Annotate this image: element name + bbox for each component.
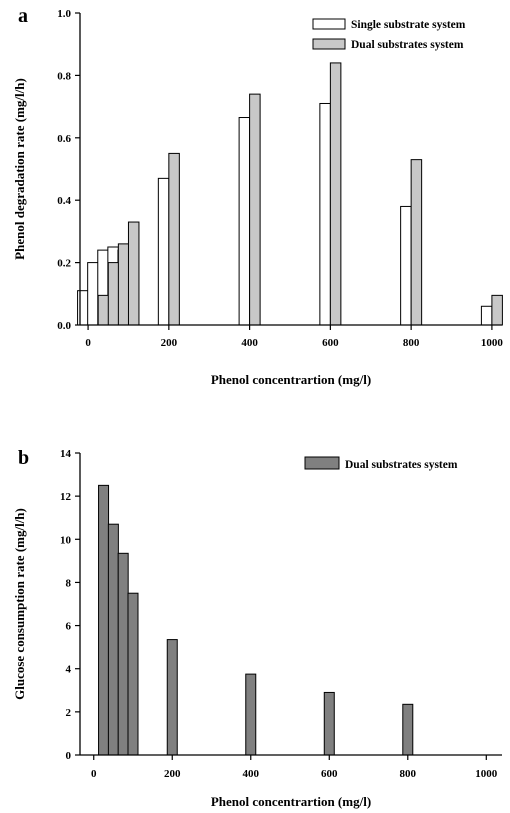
x-tick-label: 1000 [481, 337, 504, 349]
bar-a-s1-800 [410, 159, 423, 326]
x-tick-label: 600 [322, 337, 339, 349]
y-tick-label: 0.6 [57, 133, 71, 145]
x-axis-title: Phenol concentrartion (mg/l) [211, 372, 371, 387]
y-tick-label: 12 [60, 491, 72, 503]
bar-a-s1-50 [107, 262, 120, 326]
bar-a-s1-75 [117, 243, 130, 326]
bar-b-s0-50 [107, 523, 119, 756]
bar-b-s0-25 [98, 484, 110, 756]
y-tick-label: 0.8 [57, 70, 71, 82]
chart-panel-b: b 0 2 4 6 8 10 12 14 0 200 400 600 800 1000 Phenol conc… [12, 447, 502, 809]
bar-a-s0-600 [319, 102, 331, 326]
legend-label-0: Dual substrates system [345, 459, 458, 471]
y-axis-title: Glucose consumption rate (mg/l/h) [12, 508, 27, 700]
y-tick-label: 4 [66, 664, 72, 676]
y-tick-label: 0.0 [57, 320, 71, 332]
legend-swatch-0 [304, 456, 340, 470]
legend-swatch-0 [312, 18, 346, 30]
y-tick-label: 2 [66, 707, 72, 719]
y-axis-title: Phenol degradation rate (mg/l/h) [12, 78, 27, 260]
bar-a-s0-0 [77, 290, 89, 326]
legend-label-1: Dual substrates system [351, 39, 464, 51]
bar-a-s0-400 [238, 117, 251, 326]
y-tick-label: 10 [60, 534, 72, 546]
panel-letter: a [18, 5, 28, 27]
bar-a-s0-200 [157, 177, 170, 326]
x-axis-title: Phenol concentrartion (mg/l) [211, 794, 371, 809]
y-tick-label: 0.2 [57, 258, 71, 270]
bar-a-s1-100 [127, 221, 140, 326]
chart-panel-a: a 0.0 0.2 0.4 0.6 0.8 1.0 0 200 400 600 800 1000 Phen… [12, 5, 503, 387]
panel-letter: b [18, 447, 29, 469]
x-tick-label: 400 [243, 768, 260, 780]
x-tick-label: 200 [161, 337, 178, 349]
y-tick-label: 0.4 [57, 195, 71, 207]
bar-a-s1-200 [168, 152, 180, 326]
bar-a-s0-25 [87, 262, 99, 326]
bar-a-s1-1000 [491, 294, 503, 326]
legend-swatch-1 [312, 38, 346, 50]
y-tick-label: 6 [66, 621, 72, 633]
bar-b-s0-400 [245, 673, 257, 756]
bar-a-s1-25 [97, 294, 110, 326]
bar-a-s1-400 [249, 93, 261, 326]
bar-a-s1-600 [329, 62, 342, 326]
y-tick-label: 0 [66, 750, 72, 762]
x-tick-label: 800 [400, 768, 417, 780]
bar-b-s0-800 [402, 703, 414, 756]
x-tick-label: 600 [321, 768, 338, 780]
y-tick-label: 8 [66, 577, 72, 589]
legend-label-0: Single substrate system [351, 19, 466, 31]
y-tick-label: 14 [60, 448, 72, 460]
x-tick-label: 200 [164, 768, 181, 780]
x-tick-label: 0 [91, 768, 97, 780]
bar-a-s0-800 [400, 205, 412, 326]
bar-b-s0-75 [117, 552, 129, 756]
x-tick-label: 0 [85, 337, 91, 349]
y-tick-label: 1.0 [57, 8, 71, 20]
x-tick-label: 800 [403, 337, 420, 349]
x-tick-label: 1000 [475, 768, 498, 780]
bar-b-s0-200 [166, 639, 178, 756]
x-tick-label: 400 [241, 337, 258, 349]
bar-b-s0-600 [323, 691, 335, 756]
bar-a-s0-1000 [480, 305, 493, 326]
bar-b-s0-100 [127, 592, 139, 756]
